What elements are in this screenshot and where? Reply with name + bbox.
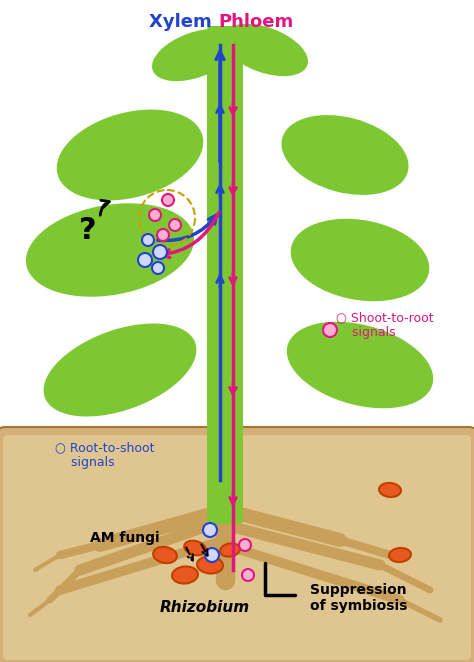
Circle shape [157,229,169,241]
Ellipse shape [153,547,177,563]
Ellipse shape [184,541,206,555]
Ellipse shape [389,548,411,562]
Ellipse shape [44,324,196,416]
Text: Suppression
of symbiosis: Suppression of symbiosis [310,583,407,613]
FancyArrowPatch shape [100,200,109,215]
Circle shape [149,209,161,221]
Ellipse shape [172,567,198,583]
Circle shape [142,234,154,246]
Circle shape [162,194,174,206]
Circle shape [239,539,251,551]
Text: ○ Root-to-shoot
    signals: ○ Root-to-shoot signals [55,441,155,469]
Text: ?: ? [79,216,97,244]
Ellipse shape [222,24,308,76]
Circle shape [138,253,152,267]
Circle shape [153,245,167,259]
Ellipse shape [287,322,433,408]
Ellipse shape [152,29,238,81]
FancyBboxPatch shape [3,435,471,660]
Text: AM fungi: AM fungi [90,531,160,545]
Ellipse shape [197,557,223,573]
Circle shape [203,523,217,537]
Ellipse shape [57,110,203,201]
Circle shape [323,323,337,337]
FancyBboxPatch shape [0,427,474,662]
Ellipse shape [26,203,194,297]
Ellipse shape [291,218,429,301]
Ellipse shape [282,115,409,195]
Text: Phloem: Phloem [218,13,293,31]
Ellipse shape [220,544,240,557]
Circle shape [205,548,219,562]
Circle shape [169,219,181,231]
FancyBboxPatch shape [207,26,243,524]
Text: Xylem: Xylem [149,13,218,31]
Text: ○ Shoot-to-root
    signals: ○ Shoot-to-root signals [336,311,434,339]
Circle shape [152,262,164,274]
Circle shape [242,569,254,581]
Text: Rhizobium: Rhizobium [160,600,250,616]
Ellipse shape [379,483,401,497]
